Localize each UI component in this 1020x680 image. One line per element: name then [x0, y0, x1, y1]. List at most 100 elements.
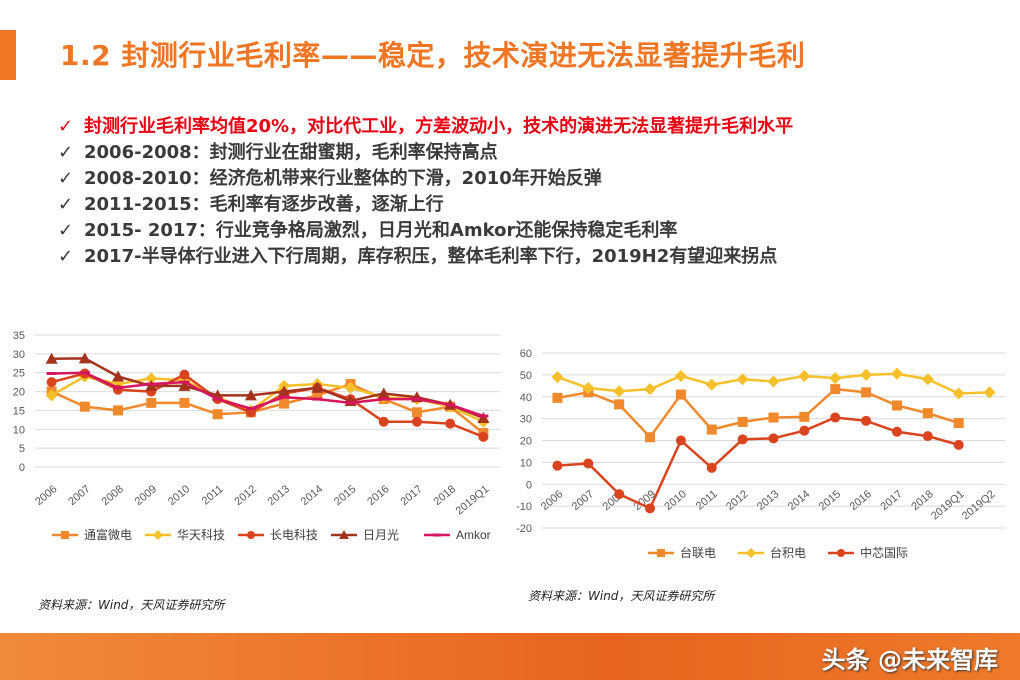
- data-point-4: [345, 401, 356, 405]
- source-note-right: 资料来源：Wind，天风证券研究所: [528, 589, 715, 603]
- x-tick-label: 2019Q2: [960, 488, 998, 522]
- bullet-item: ✓ 2015- 2017：行业竞争格局激烈，日月光和Amkor还能保持稳定毛利率: [58, 218, 793, 244]
- data-point-0: [675, 389, 686, 400]
- data-point-2: [737, 434, 748, 445]
- series-line-2: [557, 416, 960, 510]
- data-point-0: [645, 432, 656, 443]
- data-point-4: [279, 395, 290, 399]
- data-point-2: [922, 431, 933, 442]
- x-tick-label: 2016: [848, 488, 874, 513]
- series-line-0: [557, 387, 960, 440]
- data-point-3: [178, 379, 191, 391]
- data-point-0: [737, 416, 748, 427]
- legend-marker: [247, 531, 255, 539]
- y-tick-label: 25: [13, 368, 25, 380]
- y-tick-label: 20: [13, 387, 25, 399]
- data-point-4: [113, 386, 124, 390]
- data-point-0: [312, 390, 323, 401]
- data-point-3: [45, 352, 58, 364]
- data-point-3: [112, 370, 125, 382]
- data-point-2: [861, 415, 872, 426]
- data-point-0: [113, 405, 124, 416]
- y-tick-label: -20: [516, 523, 532, 535]
- legend-marker: [433, 533, 441, 537]
- data-point-2: [675, 435, 686, 446]
- y-tick-label: 10: [13, 424, 25, 436]
- check-icon: ✓: [58, 246, 74, 267]
- y-tick-label: 0: [526, 479, 532, 491]
- x-tick-label: 2019Q1: [929, 488, 967, 522]
- y-tick-label: 10: [520, 457, 532, 469]
- legend-marker: [339, 530, 349, 539]
- data-point-0: [861, 387, 872, 398]
- data-point-0: [614, 399, 625, 410]
- bullet-text: 2015- 2017：行业竞争格局激烈，日月光和Amkor还能保持稳定毛利率: [84, 220, 678, 241]
- data-point-3: [78, 352, 91, 364]
- bullet-list: ✓ 封测行业毛利率均值20%，对比代工业，方差波动小，技术的演进无法显著提升毛利水…: [58, 114, 793, 270]
- x-tick-label: 2013: [755, 488, 781, 513]
- legend-label: 台联电: [680, 545, 716, 560]
- y-tick-label: 35: [13, 330, 25, 342]
- footer-band: [0, 633, 1020, 680]
- legend-label: 华天科技: [177, 528, 225, 542]
- x-tick-label: 2006: [33, 483, 59, 508]
- data-point-4: [79, 371, 90, 375]
- data-point-1: [952, 387, 965, 400]
- data-point-4: [179, 380, 190, 384]
- data-point-2: [378, 416, 389, 427]
- data-point-1: [145, 372, 158, 385]
- title-accent-bar: [0, 30, 16, 80]
- data-point-2: [614, 489, 625, 500]
- bullet-text: 封测行业毛利率均值20%，对比代工业，方差波动小，技术的演进无法显著提升毛利水平: [84, 116, 794, 137]
- data-point-1: [674, 369, 687, 382]
- data-point-1: [551, 371, 564, 384]
- data-point-2: [478, 431, 489, 442]
- data-point-1: [829, 372, 842, 385]
- data-point-2: [583, 458, 594, 469]
- data-point-0: [146, 397, 157, 408]
- page-title: 1.2 封测行业毛利率——稳定，技术演进无法显著提升毛利: [60, 39, 806, 72]
- legend-marker: [61, 531, 69, 539]
- bullet-item: ✓ 2008-2010：经济危机带来行业整体的下滑，2010年开始反弹: [58, 166, 793, 192]
- data-point-1: [45, 389, 58, 402]
- data-point-2: [706, 462, 717, 473]
- data-point-1: [705, 378, 718, 391]
- bullet-text: 2008-2010：经济危机带来行业整体的下滑，2010年开始反弹: [84, 168, 602, 189]
- legend-marker: [746, 548, 756, 558]
- data-point-0: [706, 424, 717, 435]
- data-point-1: [767, 375, 780, 388]
- x-tick-label: 2014: [786, 488, 812, 513]
- x-tick-label: 2015: [332, 483, 358, 508]
- y-tick-label: 40: [520, 392, 532, 404]
- y-tick-label: 15: [13, 405, 25, 417]
- check-icon: ✓: [58, 194, 74, 215]
- data-point-0: [411, 407, 422, 418]
- x-tick-label: 2007: [66, 483, 92, 508]
- data-point-2: [799, 425, 810, 436]
- y-tick-label: 30: [13, 349, 25, 361]
- data-point-0: [799, 411, 810, 422]
- data-point-0: [768, 412, 779, 423]
- data-point-1: [860, 368, 873, 381]
- data-point-4: [478, 414, 489, 418]
- data-point-1: [582, 382, 595, 394]
- data-point-2: [179, 369, 190, 380]
- x-tick-label: 2008: [99, 483, 125, 508]
- x-tick-label: 2011: [200, 483, 226, 507]
- x-tick-label: 2018: [432, 483, 458, 508]
- series-line-4: [51, 371, 484, 418]
- data-point-2: [891, 426, 902, 437]
- data-point-1: [890, 367, 903, 380]
- y-tick-label: 5: [19, 443, 25, 455]
- y-tick-label: 50: [520, 370, 532, 382]
- x-tick-label: 2014: [299, 483, 325, 508]
- x-tick-label: 2011: [694, 488, 720, 512]
- data-point-2: [46, 377, 57, 388]
- watermark: 头条 @未来智库: [821, 646, 998, 674]
- data-point-1: [736, 373, 749, 386]
- x-tick-label: 2009: [133, 483, 159, 508]
- data-point-4: [445, 403, 456, 407]
- data-point-3: [244, 389, 257, 401]
